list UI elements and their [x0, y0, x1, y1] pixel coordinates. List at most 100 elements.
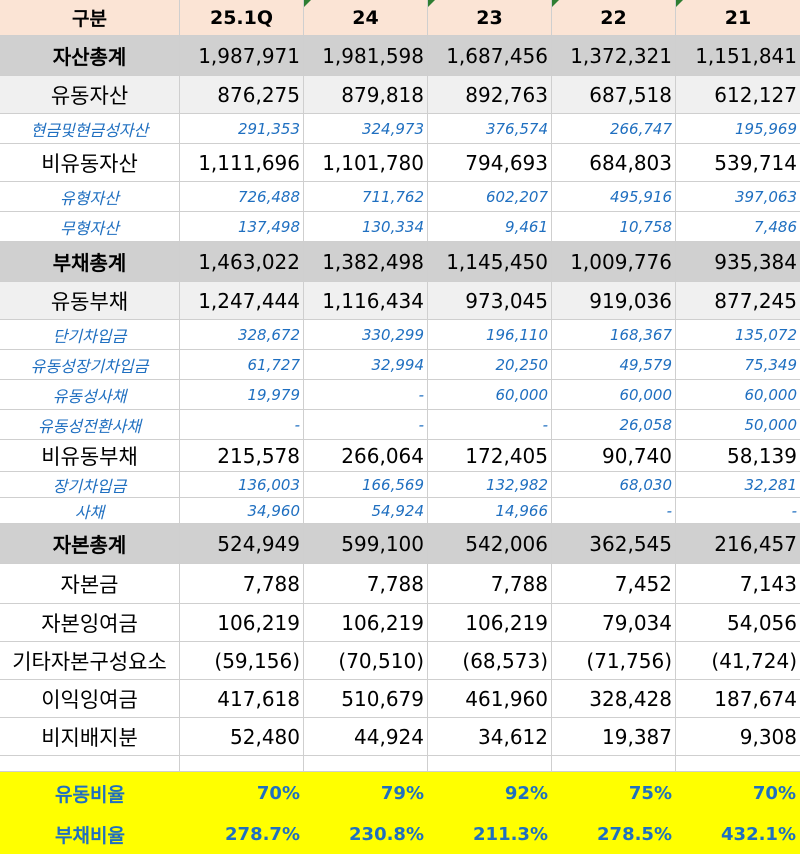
- value-cell[interactable]: 330,299: [304, 320, 428, 350]
- value-cell[interactable]: 510,679: [304, 680, 428, 718]
- row-label-cell[interactable]: 부채총계: [0, 242, 180, 282]
- value-cell[interactable]: 52,480: [180, 718, 304, 756]
- value-cell[interactable]: 599,100: [304, 524, 428, 564]
- header-col-25-1q[interactable]: 25.1Q: [180, 0, 304, 36]
- header-col-24[interactable]: 24: [304, 0, 428, 36]
- value-cell[interactable]: 542,006: [428, 524, 552, 564]
- value-cell[interactable]: 106,219: [180, 604, 304, 642]
- value-cell[interactable]: 75,349: [676, 350, 800, 380]
- value-cell[interactable]: 7,788: [180, 564, 304, 604]
- value-cell[interactable]: 495,916: [552, 182, 676, 212]
- row-label-cell[interactable]: 기타자본구성요소: [0, 642, 180, 680]
- value-cell[interactable]: 376,574: [428, 114, 552, 144]
- value-cell[interactable]: 1,009,776: [552, 242, 676, 282]
- value-cell[interactable]: 461,960: [428, 680, 552, 718]
- value-cell[interactable]: (68,573): [428, 642, 552, 680]
- row-label-cell[interactable]: 비유동자산: [0, 144, 180, 182]
- header-label-cell[interactable]: 구분: [0, 0, 180, 36]
- header-col-22[interactable]: 22: [552, 0, 676, 36]
- header-col-23[interactable]: 23: [428, 0, 552, 36]
- value-cell[interactable]: 106,219: [304, 604, 428, 642]
- value-cell[interactable]: (59,156): [180, 642, 304, 680]
- value-cell[interactable]: 602,207: [428, 182, 552, 212]
- value-cell[interactable]: 524,949: [180, 524, 304, 564]
- value-cell[interactable]: -: [180, 410, 304, 440]
- value-cell[interactable]: 973,045: [428, 282, 552, 320]
- row-label-cell[interactable]: 장기차입금: [0, 472, 180, 498]
- ratio-value-cell[interactable]: 432.1%: [676, 814, 800, 854]
- row-label-cell[interactable]: 이익잉여금: [0, 680, 180, 718]
- value-cell[interactable]: 1,981,598: [304, 36, 428, 76]
- value-cell[interactable]: 196,110: [428, 320, 552, 350]
- value-cell[interactable]: 195,969: [676, 114, 800, 144]
- value-cell[interactable]: 61,727: [180, 350, 304, 380]
- value-cell[interactable]: 90,740: [552, 440, 676, 472]
- value-cell[interactable]: 1,687,456: [428, 36, 552, 76]
- value-cell[interactable]: 14,966: [428, 498, 552, 524]
- value-cell[interactable]: 7,143: [676, 564, 800, 604]
- value-cell[interactable]: 54,924: [304, 498, 428, 524]
- value-cell[interactable]: 9,308: [676, 718, 800, 756]
- value-cell[interactable]: 1,101,780: [304, 144, 428, 182]
- row-label-cell[interactable]: 비유동부채: [0, 440, 180, 472]
- value-cell[interactable]: 49,579: [552, 350, 676, 380]
- value-cell[interactable]: 687,518: [552, 76, 676, 114]
- ratio-value-cell[interactable]: 211.3%: [428, 814, 552, 854]
- value-cell[interactable]: 20,250: [428, 350, 552, 380]
- ratio-value-cell[interactable]: 92%: [428, 772, 552, 814]
- row-label-cell[interactable]: 사채: [0, 498, 180, 524]
- value-cell[interactable]: 130,334: [304, 212, 428, 242]
- value-cell[interactable]: 106,219: [428, 604, 552, 642]
- value-cell[interactable]: 7,452: [552, 564, 676, 604]
- value-cell[interactable]: 1,116,434: [304, 282, 428, 320]
- row-label-cell[interactable]: 유형자산: [0, 182, 180, 212]
- value-cell[interactable]: 1,151,841: [676, 36, 800, 76]
- value-cell[interactable]: 266,064: [304, 440, 428, 472]
- value-cell[interactable]: 328,428: [552, 680, 676, 718]
- ratio-value-cell[interactable]: 230.8%: [304, 814, 428, 854]
- value-cell[interactable]: 19,979: [180, 380, 304, 410]
- value-cell[interactable]: 44,924: [304, 718, 428, 756]
- value-cell[interactable]: 137,498: [180, 212, 304, 242]
- value-cell[interactable]: 7,486: [676, 212, 800, 242]
- value-cell[interactable]: 711,762: [304, 182, 428, 212]
- value-cell[interactable]: 168,367: [552, 320, 676, 350]
- value-cell[interactable]: 60,000: [676, 380, 800, 410]
- value-cell[interactable]: 132,982: [428, 472, 552, 498]
- value-cell[interactable]: 612,127: [676, 76, 800, 114]
- value-cell[interactable]: 68,030: [552, 472, 676, 498]
- value-cell[interactable]: 876,275: [180, 76, 304, 114]
- value-cell[interactable]: 50,000: [676, 410, 800, 440]
- value-cell[interactable]: 172,405: [428, 440, 552, 472]
- value-cell[interactable]: 7,788: [428, 564, 552, 604]
- value-cell[interactable]: 794,693: [428, 144, 552, 182]
- row-label-cell[interactable]: 무형자산: [0, 212, 180, 242]
- value-cell[interactable]: 1,111,696: [180, 144, 304, 182]
- value-cell[interactable]: 919,036: [552, 282, 676, 320]
- row-label-cell[interactable]: 유동성사채: [0, 380, 180, 410]
- value-cell[interactable]: 1,987,971: [180, 36, 304, 76]
- value-cell[interactable]: 7,788: [304, 564, 428, 604]
- value-cell[interactable]: 935,384: [676, 242, 800, 282]
- value-cell[interactable]: 684,803: [552, 144, 676, 182]
- ratio-value-cell[interactable]: 70%: [180, 772, 304, 814]
- value-cell[interactable]: 136,003: [180, 472, 304, 498]
- value-cell[interactable]: 726,488: [180, 182, 304, 212]
- value-cell[interactable]: 892,763: [428, 76, 552, 114]
- value-cell[interactable]: -: [304, 380, 428, 410]
- value-cell[interactable]: 9,461: [428, 212, 552, 242]
- value-cell[interactable]: 877,245: [676, 282, 800, 320]
- row-label-cell[interactable]: 유동성전환사채: [0, 410, 180, 440]
- value-cell[interactable]: 324,973: [304, 114, 428, 144]
- value-cell[interactable]: 539,714: [676, 144, 800, 182]
- row-label-cell[interactable]: 자산총계: [0, 36, 180, 76]
- value-cell[interactable]: 34,960: [180, 498, 304, 524]
- value-cell[interactable]: 216,457: [676, 524, 800, 564]
- value-cell[interactable]: 34,612: [428, 718, 552, 756]
- ratio-label-cell[interactable]: 유동비율: [0, 772, 180, 814]
- ratio-value-cell[interactable]: 79%: [304, 772, 428, 814]
- value-cell[interactable]: 1,145,450: [428, 242, 552, 282]
- row-label-cell[interactable]: 비지배지분: [0, 718, 180, 756]
- value-cell[interactable]: -: [428, 410, 552, 440]
- value-cell[interactable]: 397,063: [676, 182, 800, 212]
